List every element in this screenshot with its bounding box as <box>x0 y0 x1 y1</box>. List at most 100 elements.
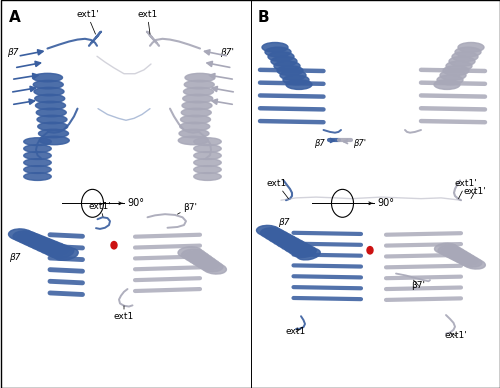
Text: 90°: 90° <box>378 198 394 208</box>
Text: 90°: 90° <box>128 198 144 208</box>
Ellipse shape <box>434 243 458 253</box>
Ellipse shape <box>178 247 202 258</box>
Ellipse shape <box>182 249 206 260</box>
Ellipse shape <box>54 248 78 260</box>
Text: β7': β7' <box>354 139 366 147</box>
Ellipse shape <box>452 52 478 62</box>
Ellipse shape <box>196 258 220 269</box>
Ellipse shape <box>443 66 469 75</box>
Ellipse shape <box>32 73 62 82</box>
Ellipse shape <box>36 241 60 252</box>
Text: ext1': ext1' <box>76 10 99 34</box>
Ellipse shape <box>24 173 52 180</box>
Text: ext1': ext1' <box>88 202 112 217</box>
Ellipse shape <box>446 61 472 71</box>
Text: ext1: ext1 <box>267 179 288 199</box>
Ellipse shape <box>49 246 74 258</box>
Text: β7': β7' <box>412 280 426 290</box>
Ellipse shape <box>24 138 52 146</box>
Ellipse shape <box>179 129 209 138</box>
Ellipse shape <box>434 80 460 90</box>
Ellipse shape <box>194 173 221 180</box>
Ellipse shape <box>462 259 485 269</box>
Ellipse shape <box>459 257 482 267</box>
Ellipse shape <box>452 253 475 263</box>
Ellipse shape <box>38 122 68 131</box>
Ellipse shape <box>268 232 292 243</box>
Ellipse shape <box>455 47 481 57</box>
Ellipse shape <box>271 57 297 66</box>
Ellipse shape <box>284 242 308 253</box>
Ellipse shape <box>440 70 466 80</box>
Ellipse shape <box>194 159 221 166</box>
Ellipse shape <box>33 80 63 89</box>
Ellipse shape <box>178 136 208 145</box>
Ellipse shape <box>24 152 52 159</box>
Ellipse shape <box>44 244 70 256</box>
Ellipse shape <box>288 244 312 255</box>
Ellipse shape <box>283 75 309 85</box>
Ellipse shape <box>31 239 56 250</box>
Ellipse shape <box>202 263 226 274</box>
Ellipse shape <box>256 225 280 236</box>
Ellipse shape <box>274 61 300 71</box>
Ellipse shape <box>35 94 65 103</box>
Ellipse shape <box>194 145 221 152</box>
Ellipse shape <box>26 237 52 248</box>
Text: β7: β7 <box>9 253 20 262</box>
Text: β7': β7' <box>220 48 234 57</box>
Ellipse shape <box>181 108 211 117</box>
Ellipse shape <box>188 254 212 265</box>
Ellipse shape <box>194 166 221 173</box>
Ellipse shape <box>262 43 288 52</box>
Ellipse shape <box>184 87 214 96</box>
Ellipse shape <box>183 94 213 103</box>
Ellipse shape <box>280 70 306 80</box>
Ellipse shape <box>438 245 461 255</box>
Ellipse shape <box>13 231 38 242</box>
Ellipse shape <box>39 136 69 145</box>
Ellipse shape <box>38 129 68 138</box>
Ellipse shape <box>276 237 300 248</box>
Ellipse shape <box>449 57 475 66</box>
Ellipse shape <box>36 108 66 117</box>
Text: A: A <box>9 10 21 25</box>
Text: ext1: ext1 <box>286 327 306 336</box>
Ellipse shape <box>184 80 214 89</box>
Ellipse shape <box>182 101 212 110</box>
Text: ext1': ext1' <box>444 331 468 340</box>
Ellipse shape <box>111 241 117 249</box>
Ellipse shape <box>199 261 223 272</box>
Text: B: B <box>258 10 269 25</box>
Ellipse shape <box>8 229 34 241</box>
Text: β7: β7 <box>314 139 325 147</box>
Ellipse shape <box>36 101 66 110</box>
Ellipse shape <box>194 138 221 146</box>
Ellipse shape <box>180 122 210 131</box>
Ellipse shape <box>180 115 210 124</box>
Ellipse shape <box>458 43 484 52</box>
Ellipse shape <box>264 230 288 241</box>
Ellipse shape <box>24 159 52 166</box>
Ellipse shape <box>268 52 294 62</box>
Ellipse shape <box>185 251 209 262</box>
Ellipse shape <box>24 145 52 152</box>
Ellipse shape <box>448 251 471 261</box>
Ellipse shape <box>292 246 316 258</box>
Text: β7: β7 <box>278 218 290 227</box>
Ellipse shape <box>367 247 373 254</box>
Ellipse shape <box>192 256 216 267</box>
Text: β7: β7 <box>8 48 19 57</box>
Ellipse shape <box>277 66 303 75</box>
Ellipse shape <box>297 248 320 260</box>
Ellipse shape <box>280 239 304 250</box>
Text: ext1': ext1' <box>464 187 486 199</box>
Ellipse shape <box>22 235 47 246</box>
Ellipse shape <box>456 255 478 265</box>
Ellipse shape <box>40 242 65 254</box>
Text: β7': β7' <box>178 203 197 214</box>
Ellipse shape <box>272 235 296 246</box>
Ellipse shape <box>445 249 468 259</box>
Ellipse shape <box>18 233 42 244</box>
Ellipse shape <box>265 47 291 57</box>
